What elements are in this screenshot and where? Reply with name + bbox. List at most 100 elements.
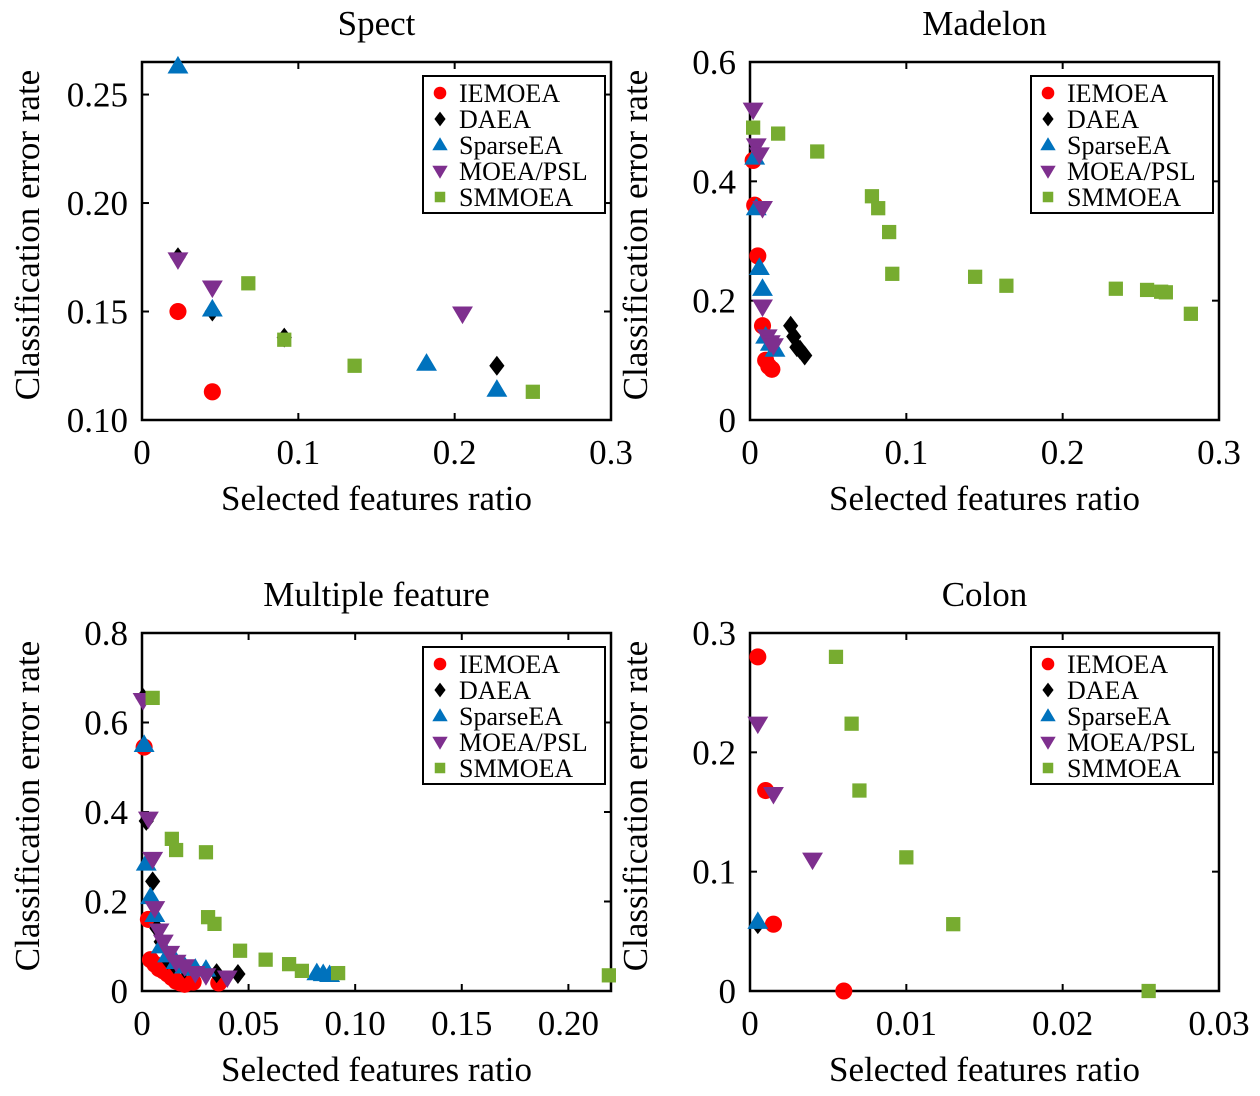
x-tick-label: 0.15: [431, 1004, 492, 1043]
data-point-triangle-down: [216, 970, 238, 989]
data-point-square: [828, 649, 844, 664]
data-point-square: [946, 917, 961, 932]
data-point-triangle-up: [140, 886, 161, 905]
legend-marker: [433, 657, 447, 671]
legend-label: SMMOEA: [459, 183, 573, 212]
data-point-square: [294, 963, 310, 978]
data-point-square: [525, 384, 540, 399]
data-point-triangle-down: [763, 786, 784, 805]
x-tick-label: 0.3: [1197, 433, 1241, 472]
x-axis-label: Selected features ratio: [221, 479, 532, 518]
legend-marker: [432, 736, 448, 750]
y-tick-label: 0.6: [84, 704, 128, 743]
data-point-circle: [749, 247, 767, 265]
chart-panel-4: 0 0.01 0.02 0.03 0 0.1 0.2 0.3 Colon Selected fea…: [616, 575, 1250, 1089]
legend-label: IEMOEA: [459, 650, 560, 679]
data-point-square: [281, 957, 297, 972]
legend-box: [422, 75, 606, 214]
x-tick-label: 0.03: [1188, 1004, 1249, 1043]
data-point-square: [207, 916, 222, 931]
data-point-square: [899, 850, 914, 865]
legend-marker: [1042, 191, 1054, 203]
data-point-triangle-down: [742, 102, 764, 121]
legend-label: SparseEA: [459, 702, 563, 731]
data-point-square: [810, 144, 825, 159]
legend-label: SMMOEA: [459, 754, 573, 783]
legend-label: MOEA/PSL: [1067, 728, 1196, 757]
y-tick-label: 0.8: [84, 614, 128, 653]
data-point-triangle-down: [159, 945, 181, 964]
data-point-square: [1139, 282, 1155, 298]
data-point-triangle-down: [752, 299, 773, 318]
data-point-circle: [835, 982, 853, 1000]
data-point-diamond: [489, 355, 505, 376]
data-point-triangle-down: [452, 306, 473, 325]
y-tick-label: 0.10: [67, 401, 128, 440]
data-point-triangle-up: [747, 911, 769, 929]
x-tick-label: 0: [741, 433, 759, 472]
x-tick-label: 0: [133, 1004, 151, 1043]
data-point-diamond: [797, 345, 813, 366]
y-tick-label: 0: [719, 972, 737, 1011]
y-tick-label: 0.2: [692, 282, 736, 321]
data-point-square: [882, 224, 897, 240]
legend-marker: [1040, 736, 1056, 750]
data-point-triangle-down: [201, 280, 223, 299]
x-axis-label: Selected features ratio: [829, 479, 1140, 518]
legend-label: DAEA: [1067, 105, 1139, 134]
legend-marker: [434, 682, 446, 698]
legend-label: SparseEA: [1067, 702, 1171, 731]
data-point-square: [277, 332, 292, 347]
legend-marker: [1042, 762, 1054, 774]
legend-label: DAEA: [459, 676, 531, 705]
x-tick-label: 0: [133, 433, 151, 472]
data-point-circle: [169, 302, 187, 321]
data-point-square: [852, 783, 867, 798]
data-point-diamond: [786, 326, 802, 347]
legend-box: [422, 646, 606, 785]
data-point-square: [232, 943, 248, 958]
y-tick-label: 0.6: [692, 43, 736, 82]
data-point-triangle-up: [167, 55, 189, 74]
data-point-square: [258, 952, 273, 967]
data-point-square: [168, 842, 184, 858]
chart-title: Colon: [942, 575, 1028, 614]
legend-marker: [1042, 111, 1054, 127]
x-tick-label: 0.1: [276, 433, 320, 472]
y-axis-label: Classification error rate: [616, 641, 655, 971]
data-point-triangle-down: [144, 901, 166, 919]
data-point-triangle-down: [752, 201, 773, 219]
chart-panel-1: 0 0.1 0.2 0.3 0.10 0.15 0.20 0.25 Spect Selected …: [8, 4, 633, 518]
data-point-square: [1183, 306, 1198, 321]
data-point-square: [746, 120, 761, 135]
legend-label: SMMOEA: [1067, 754, 1181, 783]
data-point-triangle-down: [195, 968, 217, 986]
legend-marker: [432, 708, 448, 722]
legend-label: MOEA/PSL: [459, 157, 588, 186]
legend-label: MOEA/PSL: [459, 728, 588, 757]
legend-label: DAEA: [459, 105, 531, 134]
data-point-triangle-up: [486, 379, 508, 397]
x-axis-label: Selected features ratio: [221, 1050, 532, 1089]
legend-label: SparseEA: [1067, 131, 1171, 160]
data-point-triangle-down: [148, 923, 170, 942]
legend-marker: [434, 191, 446, 203]
chart-title: Multiple feature: [263, 575, 489, 614]
chart-title: Madelon: [922, 4, 1046, 43]
legend-label: IEMOEA: [459, 79, 560, 108]
y-tick-label: 0.4: [84, 793, 128, 832]
legend-label: DAEA: [1067, 676, 1139, 705]
legend-marker: [1040, 708, 1056, 722]
data-point-diamond: [230, 964, 246, 984]
legend-marker: [1040, 137, 1056, 151]
y-axis-label: Classification error rate: [8, 70, 47, 400]
legend-box: [1030, 75, 1214, 214]
chart-panel-2: 0 0.1 0.2 0.3 0 0.2 0.4 0.6 Madelon Selected feat…: [616, 4, 1241, 518]
x-tick-label: 0.3: [589, 433, 633, 472]
data-point-triangle-down: [745, 138, 767, 156]
x-tick-label: 0.01: [876, 1004, 937, 1043]
data-point-triangle-up: [748, 257, 770, 275]
legend-box: [1030, 646, 1214, 785]
